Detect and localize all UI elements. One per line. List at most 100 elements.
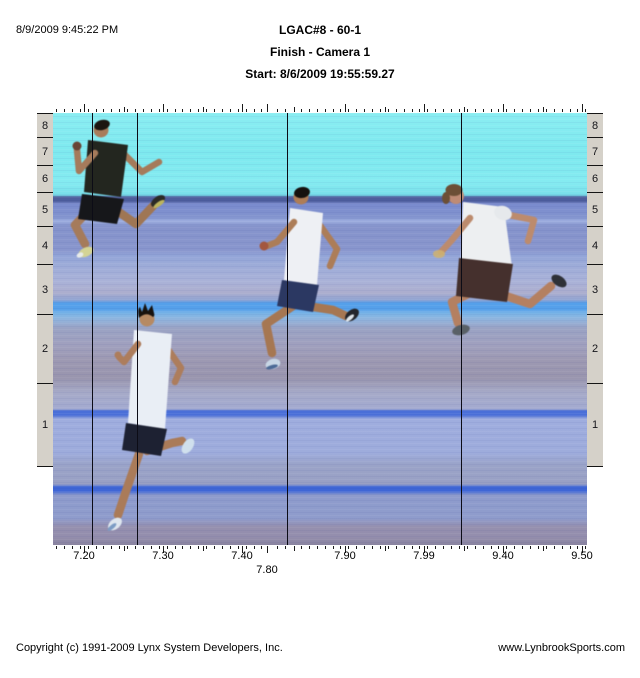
minor-tick (135, 109, 136, 112)
minor-tick (95, 546, 97, 549)
major-tick (267, 546, 268, 553)
minor-tick (379, 109, 381, 112)
lane-cell-4: 4 (587, 227, 603, 265)
lane-cell-5: 5 (37, 193, 53, 227)
minor-tick (221, 109, 223, 112)
lane-cell-6: 6 (37, 166, 53, 193)
lane-cell-1: 1 (37, 384, 53, 467)
runner2-front-arm (115, 340, 142, 366)
runner4-sleeve (494, 205, 512, 221)
lane-number: 8 (591, 119, 599, 132)
minor-tick (553, 546, 555, 549)
lane-number: 8 (41, 119, 49, 132)
minor-tick (261, 546, 263, 549)
minor-tick (324, 109, 326, 112)
minor-tick (293, 546, 295, 551)
minor-tick (316, 109, 318, 112)
runner1-shorts (78, 194, 124, 224)
runner3-hair (294, 186, 310, 199)
minor-tick (277, 546, 279, 549)
runner2-rear-leg (113, 449, 144, 520)
minor-tick (119, 546, 121, 549)
major-tick (163, 104, 164, 112)
minor-tick (71, 109, 73, 112)
runner1-front-shoe-toe (76, 252, 84, 258)
minor-tick (542, 107, 544, 112)
major-tick (503, 546, 504, 553)
minor-tick (384, 546, 386, 551)
minor-tick (569, 546, 571, 549)
minor-tick (158, 546, 160, 549)
minor-tick (190, 109, 192, 112)
minor-tick (490, 546, 492, 549)
runner3-rear-arm (315, 220, 341, 270)
minor-tick (166, 546, 168, 549)
minor-tick (514, 109, 516, 112)
minor-tick (514, 546, 516, 549)
lane-number: 3 (41, 283, 49, 296)
time-label-7.99: 7.99 (413, 550, 435, 562)
runner-white-singlet-lower (107, 303, 195, 531)
minor-tick (324, 546, 326, 549)
minor-tick (577, 546, 579, 549)
minor-tick (463, 107, 465, 112)
minor-tick (182, 109, 184, 112)
major-tick (84, 104, 85, 112)
minor-tick (451, 109, 452, 112)
lane-cell-8: 8 (37, 114, 53, 138)
minor-tick (300, 109, 302, 112)
minor-tick (332, 546, 334, 549)
minor-tick (427, 109, 429, 112)
minor-tick (174, 546, 176, 549)
runner4-hair (445, 184, 463, 196)
minor-tick (56, 546, 57, 549)
minor-tick (435, 546, 437, 549)
minor-tick (202, 107, 204, 112)
lane-number: 6 (41, 173, 49, 185)
runner4-rear-shoe (551, 274, 567, 288)
lane-ruler-right: 8 7 6 5 4 3 2 1 (587, 113, 603, 467)
minor-tick (395, 109, 397, 112)
minor-tick (174, 109, 176, 112)
minor-tick (458, 546, 460, 549)
minor-tick (229, 109, 231, 112)
minor-tick (403, 109, 405, 112)
time-ruler-bottom (53, 546, 587, 555)
lane-cell-3: 3 (37, 265, 53, 315)
lane-number: 7 (41, 145, 49, 158)
runner2-shorts (122, 423, 167, 456)
minor-tick (103, 546, 105, 549)
copyright-text: Copyright (c) 1991-2009 Lynx System Deve… (16, 642, 283, 654)
runner3-rear-shoe-sole (266, 364, 278, 370)
major-tick (163, 546, 164, 553)
minor-tick (498, 109, 500, 112)
minor-tick (364, 109, 366, 112)
minor-tick (340, 546, 342, 549)
minor-tick (427, 546, 429, 549)
finish-photo (53, 113, 587, 545)
minor-tick (522, 109, 524, 112)
time-label-7.20: 7.20 (73, 550, 95, 562)
lane-number: 3 (591, 283, 599, 296)
major-tick (582, 546, 583, 553)
minor-tick (490, 109, 492, 112)
lane-number: 2 (41, 343, 49, 355)
minor-tick (198, 109, 200, 112)
minor-tick (245, 109, 247, 112)
runner-dark-singlet (70, 119, 166, 258)
time-label-9.50: 9.50 (571, 550, 593, 562)
minor-tick (285, 109, 287, 112)
runner3-front-leg (302, 301, 351, 321)
runner4-rear-leg (501, 281, 556, 309)
lane-number: 6 (591, 173, 599, 185)
minor-tick (300, 546, 302, 549)
runner2-spiky-hair (138, 303, 155, 318)
minor-tick (253, 546, 255, 549)
minor-tick (127, 109, 129, 112)
lane-cell-1: 1 (587, 384, 603, 467)
runner-white-singlet-middle (259, 186, 359, 370)
minor-tick (498, 546, 500, 549)
runner3-singlet (284, 208, 323, 285)
time-label-7.80: 7.80 (256, 564, 278, 576)
camera-label: Finish - Camera 1 (269, 45, 371, 59)
